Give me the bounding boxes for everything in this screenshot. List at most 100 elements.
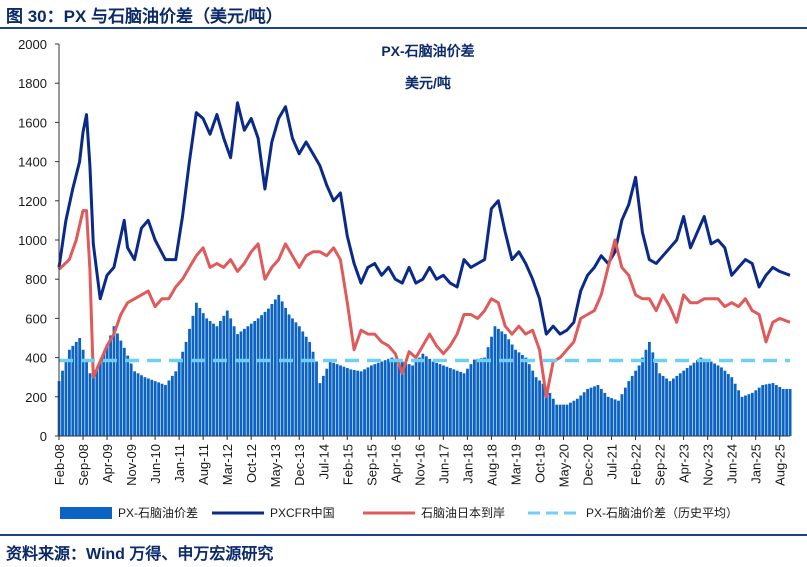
spread-bar bbox=[277, 294, 281, 436]
spread-bar bbox=[304, 336, 308, 436]
spread-bar bbox=[483, 357, 487, 436]
spread-bar bbox=[730, 377, 734, 436]
spread-bar bbox=[133, 371, 137, 436]
spread-bar bbox=[517, 352, 521, 436]
spread-bar bbox=[699, 357, 703, 436]
legend-pxcfr-label: PXCFR中国 bbox=[270, 505, 335, 520]
spread-bar bbox=[606, 396, 610, 436]
x-tick-label: Jul-14 bbox=[316, 444, 331, 479]
legend-average-label: PX-石脑油价差（历史平均） bbox=[586, 506, 738, 520]
spread-bar bbox=[768, 383, 771, 436]
legend-spread-swatch bbox=[60, 507, 112, 519]
spread-bar bbox=[194, 302, 198, 436]
spread-bar bbox=[685, 368, 689, 436]
spread-bar bbox=[201, 313, 205, 436]
x-tick-label: Mar-12 bbox=[220, 444, 235, 485]
spread-bar bbox=[524, 357, 528, 436]
spread-bar bbox=[397, 360, 401, 436]
spread-bar bbox=[411, 365, 414, 436]
x-tick-label: Apr-23 bbox=[677, 444, 692, 483]
spread-bar bbox=[476, 358, 480, 436]
spread-bar bbox=[472, 359, 476, 436]
spread-bar bbox=[548, 392, 552, 436]
spread-bar bbox=[222, 315, 226, 436]
spread-bar bbox=[565, 404, 569, 436]
spread-bar bbox=[754, 390, 758, 436]
spread-bar bbox=[212, 323, 215, 436]
spread-bar bbox=[613, 399, 617, 436]
spread-bar bbox=[140, 375, 143, 436]
spread-bar bbox=[78, 338, 82, 436]
spread-bar bbox=[205, 318, 209, 436]
spread-bars bbox=[57, 294, 792, 436]
spread-bar bbox=[723, 370, 727, 436]
spread-bar bbox=[610, 398, 614, 436]
spread-bar bbox=[689, 365, 692, 436]
naphtha-japan-line bbox=[57, 209, 791, 399]
spread-bar bbox=[157, 382, 161, 436]
x-tick-label: Nov-16 bbox=[412, 444, 427, 486]
spread-bar bbox=[469, 364, 473, 436]
spread-bar bbox=[167, 380, 171, 436]
spread-bar bbox=[291, 318, 294, 436]
spread-bar bbox=[122, 347, 126, 436]
spread-bar bbox=[634, 370, 638, 436]
spread-bar bbox=[678, 373, 682, 436]
spread-bar bbox=[764, 384, 768, 436]
x-tick-label: Jun-10 bbox=[148, 444, 163, 484]
spread-bar bbox=[352, 370, 356, 436]
x-tick-label: Jun-17 bbox=[436, 444, 451, 484]
spread-bar bbox=[589, 387, 593, 436]
chart-title: PX-石脑油价差 bbox=[381, 43, 474, 59]
spread-bar bbox=[709, 361, 713, 436]
spread-bar bbox=[64, 360, 68, 436]
spread-bar bbox=[496, 328, 500, 436]
spread-bar bbox=[81, 349, 85, 436]
spread-bar bbox=[236, 334, 239, 436]
spread-bar bbox=[733, 383, 737, 436]
x-tick-label: Oct-12 bbox=[244, 444, 259, 483]
spread-bar bbox=[321, 375, 325, 436]
pxcfr-china-line bbox=[57, 101, 791, 336]
spread-bar bbox=[126, 355, 130, 436]
spread-bar bbox=[551, 398, 555, 436]
spread-bar bbox=[654, 362, 658, 436]
spread-bar bbox=[136, 373, 140, 436]
spread-bar bbox=[747, 394, 751, 436]
spread-bar bbox=[328, 361, 332, 436]
y-tick-label: 200 bbox=[25, 390, 47, 405]
spread-bar bbox=[658, 373, 662, 436]
spread-bar bbox=[774, 385, 778, 436]
spread-bar bbox=[675, 375, 679, 436]
spread-bar bbox=[67, 349, 71, 436]
spread-bar bbox=[311, 351, 315, 436]
spread-bar bbox=[112, 326, 116, 436]
spread-bar bbox=[555, 404, 559, 436]
spread-bar bbox=[490, 336, 493, 436]
spread-bar bbox=[376, 362, 380, 436]
spread-bar bbox=[644, 349, 648, 436]
spread-bar bbox=[390, 357, 394, 436]
x-tick-label: Sep-15 bbox=[364, 444, 379, 486]
spread-bar bbox=[349, 369, 353, 436]
spread-bar bbox=[394, 358, 397, 436]
spread-bar bbox=[407, 364, 411, 436]
x-tick-label: Feb-08 bbox=[52, 444, 67, 485]
spread-bar bbox=[531, 370, 535, 436]
spread-bar bbox=[575, 398, 579, 436]
spread-bar bbox=[750, 392, 754, 436]
spread-bar bbox=[586, 388, 590, 436]
spread-bar bbox=[572, 400, 576, 436]
legend: PX-石脑油价差 PXCFR中国 石脑油日本到岸 PX-石脑油价差（历史平均） bbox=[60, 505, 738, 520]
spread-bar bbox=[778, 387, 782, 436]
spread-bar bbox=[215, 326, 219, 436]
spread-bar bbox=[263, 311, 267, 436]
spread-bar bbox=[218, 321, 222, 436]
axes: 0 200 400 600 800 1000 1200 1400 1600 1800 2000 Feb… bbox=[18, 37, 790, 487]
spread-bar bbox=[105, 344, 109, 436]
spread-bar bbox=[647, 341, 651, 436]
spread-bar bbox=[716, 365, 720, 436]
spread-bar bbox=[270, 304, 274, 436]
spread-bar bbox=[579, 395, 583, 436]
spread-bar bbox=[637, 365, 641, 436]
